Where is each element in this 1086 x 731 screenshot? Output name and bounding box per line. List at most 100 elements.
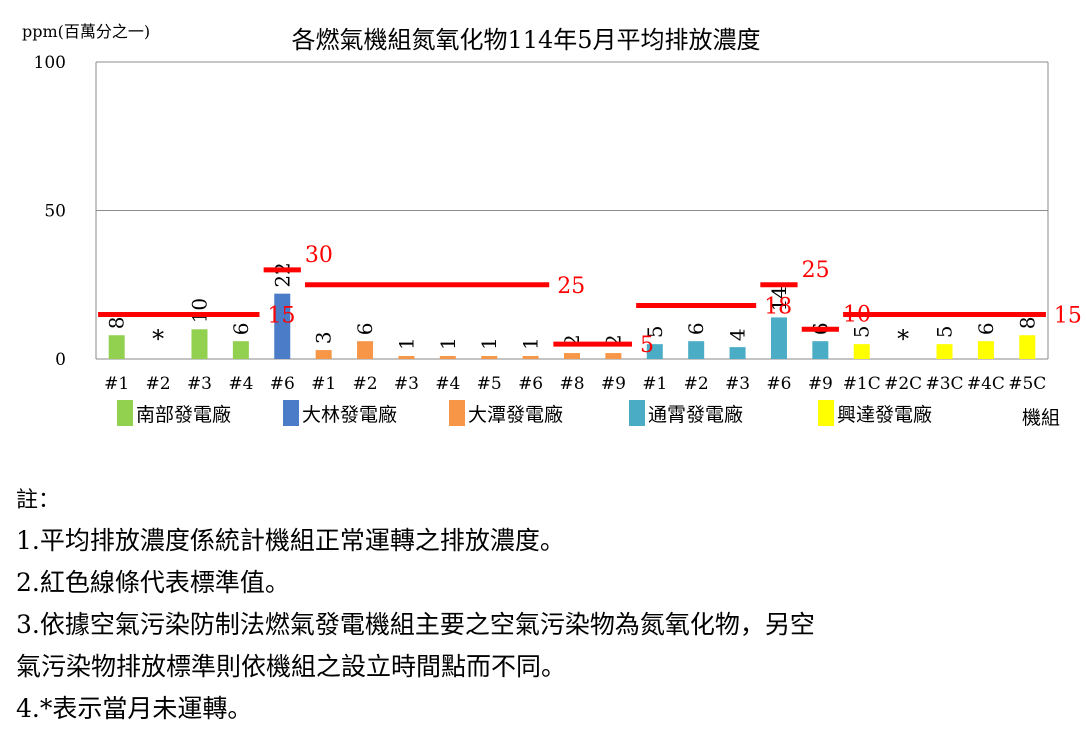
bar-value-label: 5 [643,325,667,338]
legend-swatch [283,400,299,426]
chart-title: 各燃氣機組氮氧化物114年5月平均排放濃度 [291,26,760,54]
note-line-4: 氣污染物排放標準則依機組之設立時間點而不同。 [16,652,567,681]
bar [564,353,580,359]
standard-value-label: 15 [267,303,295,328]
legend-swatch [117,400,133,426]
legend-swatch [629,400,645,426]
x-tick-label: #3 [394,374,419,394]
bar-value-label: 8 [105,317,129,330]
not-operating-marker: * [897,325,909,353]
bar [274,293,291,359]
bar-value-label: 6 [229,322,253,335]
x-tick-label: #4 [435,374,460,394]
x-tick-label: #4C [967,374,1005,394]
x-tick-label: #2 [684,374,709,394]
bar [688,341,705,359]
bar-value-label: 6 [974,322,998,335]
standard-value-label: 18 [764,295,792,320]
standard-value-label: 30 [305,243,333,268]
x-tick-label: #3 [725,374,750,394]
standard-value-label: 5 [640,333,654,358]
bar-value-label: 5 [933,325,957,338]
x-tick-label: #8 [559,374,584,394]
bar [439,356,456,359]
x-tick-label: #6 [766,374,791,394]
bar-value-label: 22 [270,262,294,287]
x-tick-label: #1 [642,374,667,394]
legend-label: 南部發電廠 [136,403,231,426]
bar-value-label: 1 [394,337,418,350]
not-operating-marker: * [152,325,164,353]
x-tick-label: #1 [311,374,336,394]
bar [522,356,539,359]
bar [357,341,374,359]
x-axis-label: 機組 [1022,407,1060,429]
x-tick-label: #2 [353,374,378,394]
x-tick-label: #3 [187,374,212,394]
legend: 南部發電廠 大林發電廠 大潭發電廠 通霄發電廠 興達發電廠 [117,400,932,426]
note-line-1: 1.平均排放濃度係統計機組正常運轉之排放濃度。 [16,526,565,555]
notes-heading: 註： [16,488,61,513]
legend-label: 通霄發電廠 [648,403,743,426]
note-line-5: 4.*表示當月未運轉。 [16,694,253,723]
bar-value-label: 3 [312,331,336,344]
x-tick-label: #9 [601,374,626,394]
legend-swatch [818,400,834,426]
note-line-3: 3.依據空氣污染防制法燃氣發電機組主要之空氣污染物為氮氧化物，另空 [16,610,815,639]
note-line-2: 2.紅色線條代表標準值。 [16,568,290,597]
bar [977,341,994,359]
gridlines [96,61,1048,211]
x-tick-label: #2C [884,374,922,394]
bar-value-label: 4 [726,328,750,341]
bar-value-label: 1 [519,337,543,350]
bar [770,317,787,359]
bar [853,344,870,359]
bar-value-label: 8 [1015,317,1039,330]
bar [108,335,125,359]
legend-label: 大林發電廠 [302,403,397,426]
x-tick-label: #5C [1008,374,1046,394]
bar [1019,335,1036,359]
x-tick-label: #6 [518,374,543,394]
bar [191,329,208,359]
y-tick-labels: 0 50 100 [34,53,66,370]
bar-value-labels: 8*10622361111225641465*568 [105,262,1040,353]
bar [936,344,953,359]
standard-value-label: 15 [1054,303,1082,328]
bar-series [108,293,1036,359]
bar-value-label: 10 [187,298,211,323]
legend-swatch [449,400,465,426]
bar [481,356,498,359]
x-tick-labels: #1 #2 #3 #4 #6 #1 #2 #3 #4 #5 #6 #8 #9 #1 #2 #3 #6 #9 #1C #… [104,374,1046,394]
standard-value-label: 25 [802,258,830,283]
y-tick-label: 0 [55,350,66,370]
x-tick-label: #3C [925,374,963,394]
x-tick-label: #4 [228,374,253,394]
legend-label: 興達發電廠 [837,403,932,426]
bar [398,356,415,359]
bar-value-label: 5 [850,325,874,338]
standard-value-label: 25 [557,274,585,299]
legend-label: 大潭發電廠 [468,403,563,426]
bar [812,341,829,359]
bar [605,353,622,359]
x-tick-label: #5 [477,374,502,394]
x-tick-label: #2 [146,374,171,394]
nox-emission-chart: ppm(百萬分之一) 各燃氣機組氮氧化物114年5月平均排放濃度 050100 … [22,22,1082,429]
bar [315,350,332,359]
y-tick-label: 50 [44,202,66,222]
bar-value-label: 1 [477,337,501,350]
bar [729,347,746,359]
x-tick-label: #6 [270,374,295,394]
bar-value-label: 6 [353,322,377,335]
bar-value-label: 6 [684,322,708,335]
notes-section: 註： 1.平均排放濃度係統計機組正常運轉之排放濃度。 2.紅色線條代表標準值。 … [16,482,1076,730]
y-axis-unit-label: ppm(百萬分之一) [22,22,150,41]
x-tick-label: #1 [104,374,129,394]
y-tick-label: 100 [34,53,66,73]
bar-value-label: 1 [436,337,460,350]
bar [232,341,249,359]
x-tick-label: #1C [843,374,881,394]
x-tick-label: #9 [808,374,833,394]
